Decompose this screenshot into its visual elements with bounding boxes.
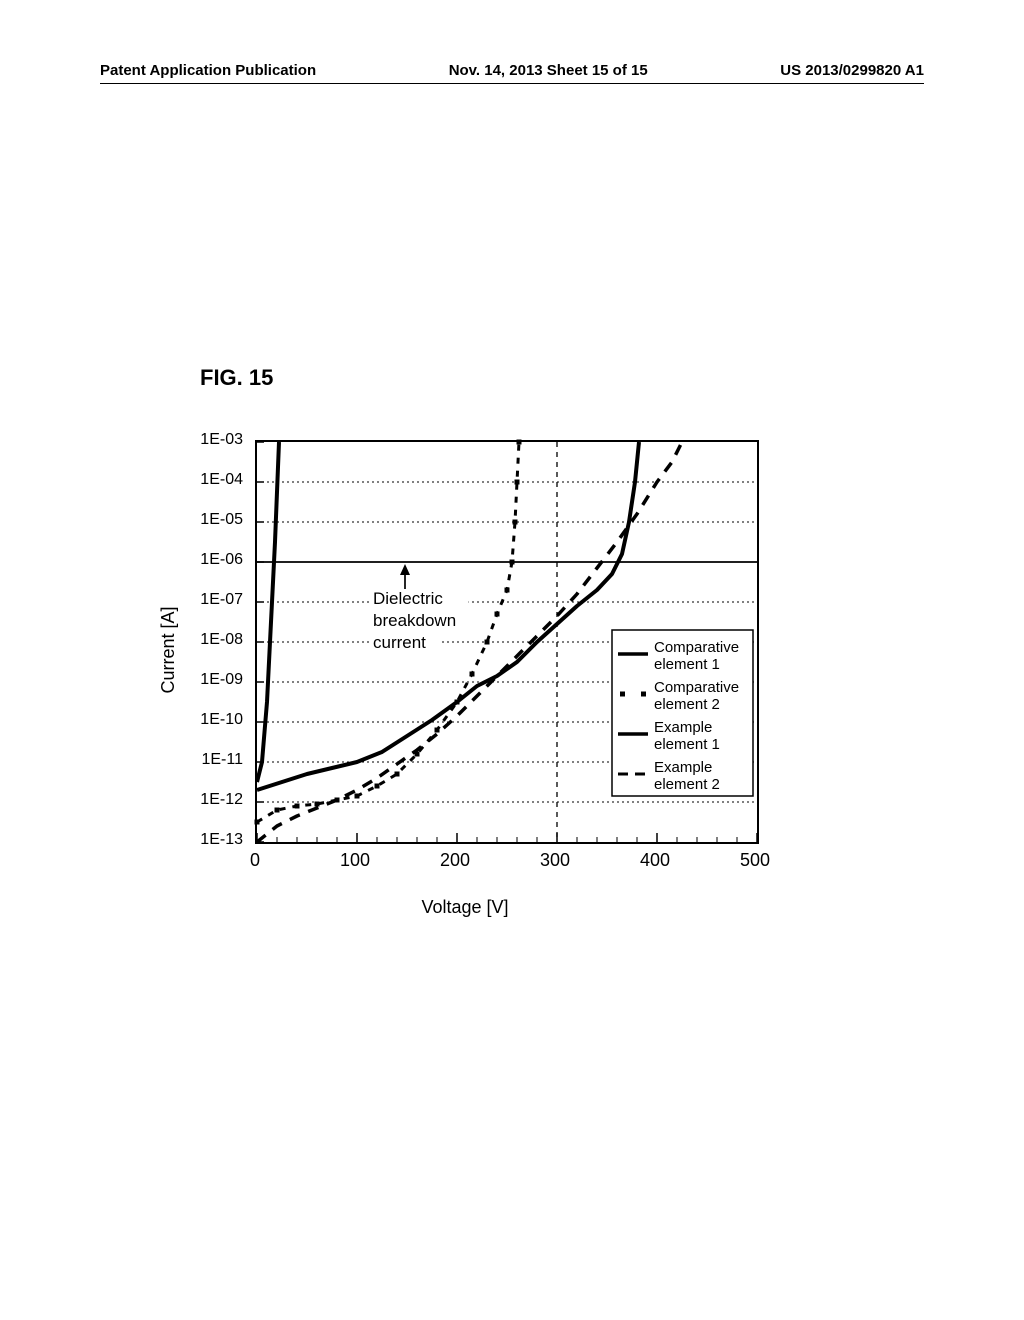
y-tick-label: 1E-03: [200, 431, 243, 449]
y-tick-label: 1E-05: [200, 511, 243, 529]
x-tick-label: 200: [440, 850, 470, 871]
figure-label: FIG. 15: [200, 365, 273, 391]
y-axis-label: Current [A]: [158, 606, 179, 693]
svg-text:current: current: [373, 633, 426, 652]
y-tick-label: 1E-13: [200, 831, 243, 849]
x-tick-label: 300: [540, 850, 570, 871]
svg-text:element 2: element 2: [654, 776, 720, 793]
chart-container: Current [A] Voltage [V] Dielectricbreakd…: [175, 430, 755, 870]
svg-text:element 1: element 1: [654, 656, 720, 673]
svg-text:Example: Example: [654, 759, 712, 776]
svg-text:Example: Example: [654, 719, 712, 736]
y-tick-label: 1E-12: [200, 791, 243, 809]
y-tick-label: 1E-06: [200, 551, 243, 569]
svg-text:breakdown: breakdown: [373, 611, 456, 630]
plot-area: DielectricbreakdowncurrentComparativeele…: [255, 440, 759, 844]
x-tick-label: 400: [640, 850, 670, 871]
x-tick-label: 100: [340, 850, 370, 871]
header-left: Patent Application Publication: [100, 62, 316, 79]
svg-text:element 2: element 2: [654, 696, 720, 713]
page-header: Patent Application Publication Nov. 14, …: [100, 62, 924, 84]
y-tick-label: 1E-07: [200, 591, 243, 609]
header-center: Nov. 14, 2013 Sheet 15 of 15: [449, 62, 648, 79]
y-tick-label: 1E-04: [200, 471, 243, 489]
chart-svg: DielectricbreakdowncurrentComparativeele…: [257, 442, 757, 842]
svg-text:Dielectric: Dielectric: [373, 589, 443, 608]
svg-text:Comparative: Comparative: [654, 639, 739, 656]
y-tick-label: 1E-08: [200, 631, 243, 649]
x-tick-label: 500: [740, 850, 770, 871]
svg-text:element 1: element 1: [654, 736, 720, 753]
y-tick-label: 1E-11: [201, 751, 243, 769]
x-tick-label: 0: [250, 850, 260, 871]
svg-text:Comparative: Comparative: [654, 679, 739, 696]
header-right: US 2013/0299820 A1: [780, 62, 924, 79]
y-tick-label: 1E-09: [200, 671, 243, 689]
x-axis-label: Voltage [V]: [421, 897, 508, 918]
y-tick-label: 1E-10: [200, 711, 243, 729]
